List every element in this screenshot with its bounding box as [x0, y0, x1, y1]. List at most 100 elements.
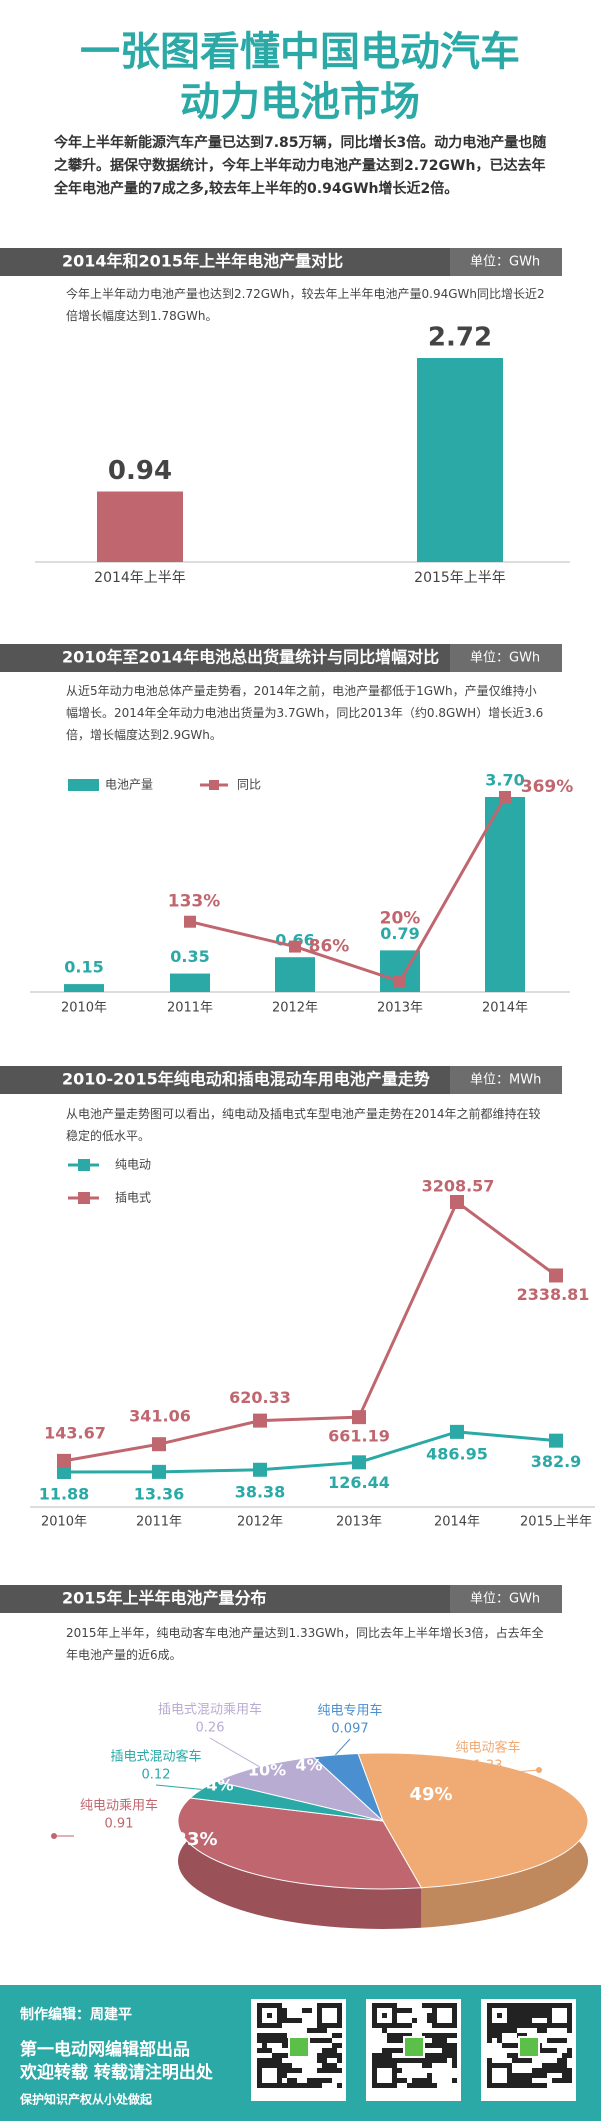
bar: [417, 358, 503, 562]
qr-cell: [267, 2038, 272, 2043]
qr-cell: [527, 2083, 532, 2088]
qr-cell: [287, 2063, 292, 2068]
qr-cell: [497, 2063, 502, 2068]
qr-cell: [322, 2003, 327, 2008]
qr-cell: [392, 2003, 397, 2008]
qr-cell: [387, 2023, 392, 2028]
x-tick-label: 2014年: [482, 1001, 528, 1016]
qr-cell: [382, 2023, 387, 2028]
qr-cell: [517, 2078, 522, 2083]
marker: [253, 1413, 267, 1428]
footer-line: 第一电动网编辑部出品: [20, 2039, 190, 2060]
qr-cell: [412, 2078, 417, 2083]
qr-cell: [542, 2003, 547, 2008]
qr-cell: [412, 2058, 417, 2063]
qr-cell: [272, 2083, 277, 2088]
section-title: 2010-2015年纯电动和插电混动车用电池产量走势: [62, 1070, 430, 1089]
line: [63, 1430, 557, 1474]
slice-value: 0.097: [331, 1722, 368, 1737]
qr-cell: [267, 2023, 272, 2028]
qr-cell: [317, 2003, 322, 2008]
qr-cell: [547, 2008, 552, 2013]
qr-cell: [487, 2028, 492, 2033]
qr-cell: [527, 2008, 532, 2013]
qr-cell: [452, 2023, 457, 2028]
qr-cell: [552, 2063, 557, 2068]
qr-cell: [507, 2023, 512, 2028]
qr-cell: [532, 2073, 537, 2078]
qr-cell: [277, 2013, 282, 2018]
qr-cell: [487, 2068, 492, 2073]
qr-cell: [517, 2003, 522, 2008]
qr-cell: [277, 2068, 282, 2073]
qr-cell: [562, 2038, 567, 2043]
qr-cell: [432, 2013, 437, 2018]
unit-label: 单位：GWh: [470, 255, 540, 270]
qr-cell: [452, 2063, 457, 2068]
marker: [253, 1462, 267, 1477]
qr-cell: [437, 2033, 442, 2038]
qr-cell: [392, 2083, 397, 2088]
legend-swatch: [68, 779, 99, 791]
qr-cell: [542, 2008, 547, 2013]
qr-cell: [317, 2078, 322, 2083]
qr-cell: [407, 2083, 412, 2088]
qr-cell: [337, 2023, 342, 2028]
qr-cell: [422, 2033, 427, 2038]
qr-cell: [377, 2023, 382, 2028]
qr-cell: [562, 2053, 567, 2058]
unit-label: 单位：GWh: [470, 1592, 540, 1607]
qr-cell: [412, 2018, 417, 2023]
qr-cell: [407, 2058, 412, 2063]
marker: [184, 915, 196, 928]
qr-cell: [277, 2073, 282, 2078]
qr-cell: [542, 2073, 547, 2078]
slice-name: 插电式混动乘用车: [158, 1702, 262, 1718]
qr-cell: [392, 2023, 397, 2028]
qr-cell: [512, 2078, 517, 2083]
qr-cell: [517, 2058, 522, 2063]
qr-cell: [557, 2058, 562, 2063]
qr-cell: [332, 2063, 337, 2068]
qr-cell: [502, 2023, 507, 2028]
qr-cell: [487, 2058, 492, 2063]
qr-cell: [547, 2013, 552, 2018]
qr-cell: [452, 2033, 457, 2038]
legend-marker: [78, 1159, 90, 1171]
qr-cell: [452, 2043, 457, 2048]
value-label: 126.44: [328, 1473, 390, 1492]
qr-cell: [547, 2023, 552, 2028]
qr-cell: [262, 2043, 267, 2048]
qr-cell: [407, 2033, 412, 2038]
qr-cell: [322, 2028, 327, 2033]
qr-cell: [447, 2053, 452, 2058]
qr-cell: [502, 2083, 507, 2088]
qr-cell: [547, 2018, 552, 2023]
unit-box: [450, 248, 562, 276]
qr-cell: [322, 2053, 327, 2058]
marker: [549, 1268, 563, 1283]
qr-cell: [332, 2053, 337, 2058]
qr-cell: [322, 2063, 327, 2068]
qr-cell: [527, 2003, 532, 2008]
qr-cell: [387, 2048, 392, 2053]
qr-cell: [322, 2068, 327, 2073]
qr-cell: [517, 2018, 522, 2023]
qr-cell: [567, 2023, 572, 2028]
chart-note: 2015年上半年，纯电动客车电池产量达到1.33GWh，同比去年上半年增长3倍，…: [66, 1626, 544, 1662]
qr-cell: [372, 2008, 377, 2013]
qr-cell: [547, 2038, 552, 2043]
qr-cell: [322, 2023, 327, 2028]
qr-cell: [567, 2078, 572, 2083]
qr-cell: [327, 2078, 332, 2083]
qr-cell: [427, 2013, 432, 2018]
marker: [352, 1455, 366, 1470]
qr-cell: [452, 2003, 457, 2008]
slice: [177, 1797, 423, 1890]
qr-cell: [542, 2068, 547, 2073]
qr-cell: [447, 2043, 452, 2048]
qr-cell: [277, 2053, 282, 2058]
qr-cell: [397, 2023, 402, 2028]
marker: [394, 975, 406, 988]
qr-cell: [452, 2078, 457, 2083]
